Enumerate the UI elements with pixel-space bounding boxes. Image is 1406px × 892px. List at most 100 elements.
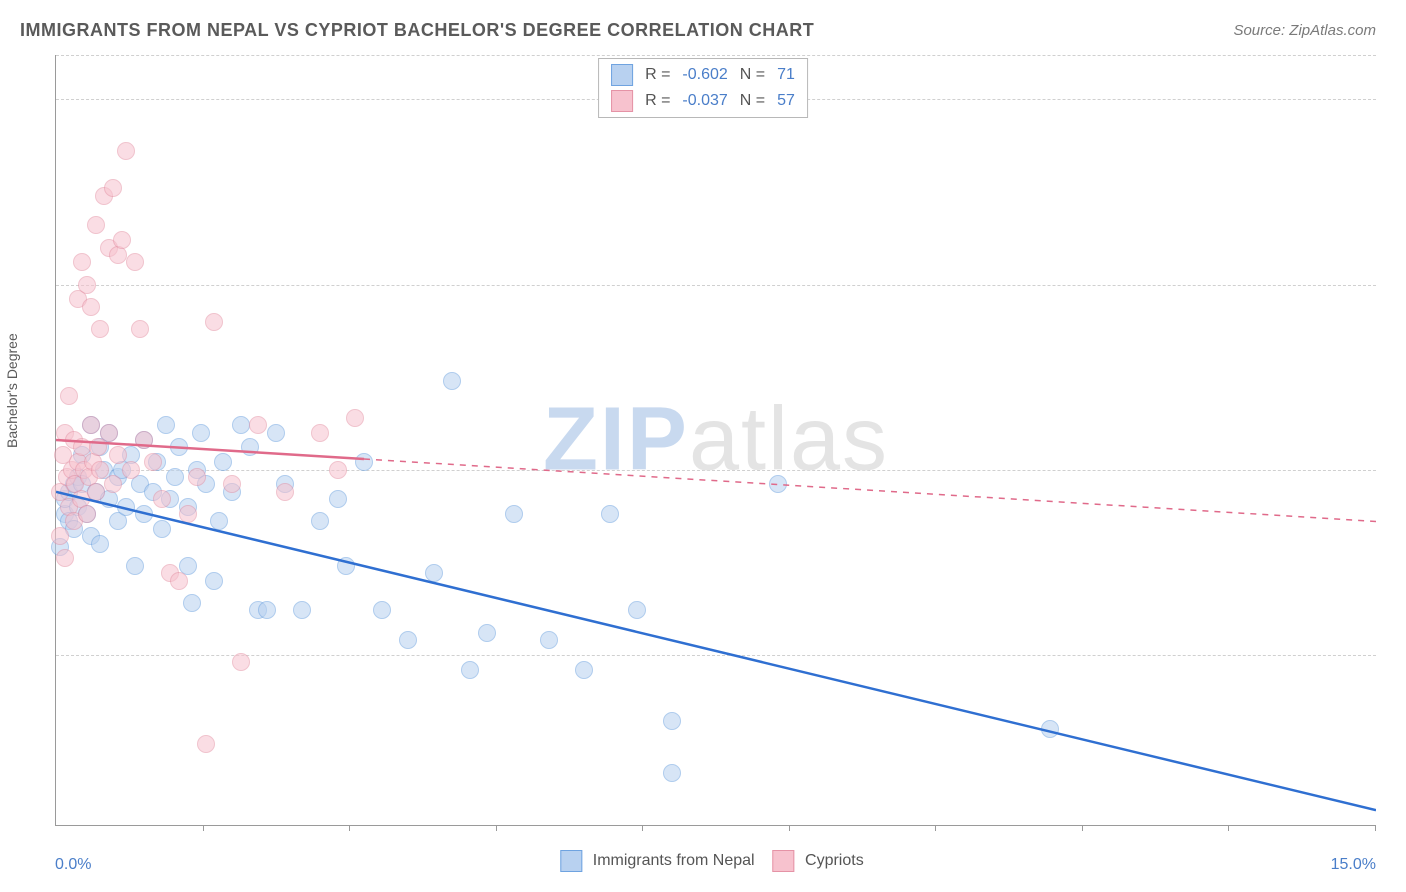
x-tick [789,825,790,831]
point-nepal [337,557,355,575]
point-nepal [355,453,373,471]
point-cypriot [223,475,241,493]
legend-swatch [611,64,633,86]
point-cypriot [232,653,250,671]
point-cypriot [249,416,267,434]
point-nepal [135,505,153,523]
point-cypriot [56,549,74,567]
point-cypriot [113,231,131,249]
legend-swatch [560,850,582,872]
legend-n-label: N = [734,62,771,88]
point-nepal [205,572,223,590]
point-cypriot [126,253,144,271]
point-nepal [478,624,496,642]
point-nepal [232,416,250,434]
point-cypriot [135,431,153,449]
point-nepal [628,601,646,619]
watermark: ZIPatlas [543,389,889,492]
legend-r-value: -0.602 [676,62,733,88]
legend-r-value: -0.037 [676,88,733,114]
point-nepal [91,535,109,553]
point-nepal [192,424,210,442]
point-nepal [210,512,228,530]
point-nepal [769,475,787,493]
legend-n-value: 71 [771,62,801,88]
point-nepal [505,505,523,523]
point-cypriot [179,505,197,523]
point-nepal [1041,720,1059,738]
point-cypriot [329,461,347,479]
point-cypriot [346,409,364,427]
source-label: Source: ZipAtlas.com [1233,22,1376,39]
point-nepal [157,416,175,434]
gridline [56,470,1376,471]
point-cypriot [91,461,109,479]
point-cypriot [100,424,118,442]
y-axis-title: Bachelor's Degree [4,333,20,448]
legend-row: R =-0.037N =57 [605,88,801,114]
point-nepal [443,372,461,390]
chart-title: IMMIGRANTS FROM NEPAL VS CYPRIOT BACHELO… [20,20,814,41]
point-cypriot [131,320,149,338]
legend-r-label: R = [639,62,676,88]
point-nepal [601,505,619,523]
point-nepal [293,601,311,619]
point-cypriot [82,298,100,316]
point-cypriot [205,313,223,331]
point-cypriot [122,461,140,479]
point-nepal [663,764,681,782]
x-tick [1082,825,1083,831]
gridline [56,55,1376,56]
point-cypriot [153,490,171,508]
point-cypriot [276,483,294,501]
x-tick [1375,825,1376,831]
point-cypriot [188,468,206,486]
point-nepal [258,601,276,619]
point-cypriot [311,424,329,442]
x-tick [935,825,936,831]
legend-correlation: R =-0.602N =71R =-0.037N =57 [598,58,808,118]
legend-n-label: N = [734,88,771,114]
point-cypriot [87,216,105,234]
point-nepal [399,631,417,649]
watermark-text-2: atlas [689,390,889,490]
legend-row: R =-0.602N =71 [605,62,801,88]
legend-series-label: Cypriots [801,852,864,869]
point-nepal [663,712,681,730]
x-tick [1228,825,1229,831]
point-cypriot [82,416,100,434]
point-nepal [267,424,285,442]
x-axis-min-label: 0.0% [55,856,91,874]
gridline [56,285,1376,286]
point-nepal [170,438,188,456]
legend-r-label: R = [639,88,676,114]
point-nepal [214,453,232,471]
point-nepal [425,564,443,582]
x-axis-max-label: 15.0% [1331,856,1376,874]
point-cypriot [144,453,162,471]
legend-n-value: 57 [771,88,801,114]
point-cypriot [104,475,122,493]
point-nepal [540,631,558,649]
point-nepal [329,490,347,508]
point-nepal [117,498,135,516]
x-tick [203,825,204,831]
legend-series-label: Immigrants from Nepal [588,852,754,869]
gridline [56,655,1376,656]
point-cypriot [104,179,122,197]
x-tick [496,825,497,831]
point-cypriot [109,446,127,464]
legend-series: Immigrants from Nepal Cypriots [542,850,863,872]
point-cypriot [87,483,105,501]
point-cypriot [78,276,96,294]
point-cypriot [89,438,107,456]
point-nepal [166,468,184,486]
plot-area: ZIPatlas [55,55,1376,826]
point-cypriot [73,253,91,271]
point-cypriot [78,505,96,523]
point-nepal [461,661,479,679]
legend-swatch [611,90,633,112]
point-nepal [311,512,329,530]
point-cypriot [60,387,78,405]
point-nepal [126,557,144,575]
